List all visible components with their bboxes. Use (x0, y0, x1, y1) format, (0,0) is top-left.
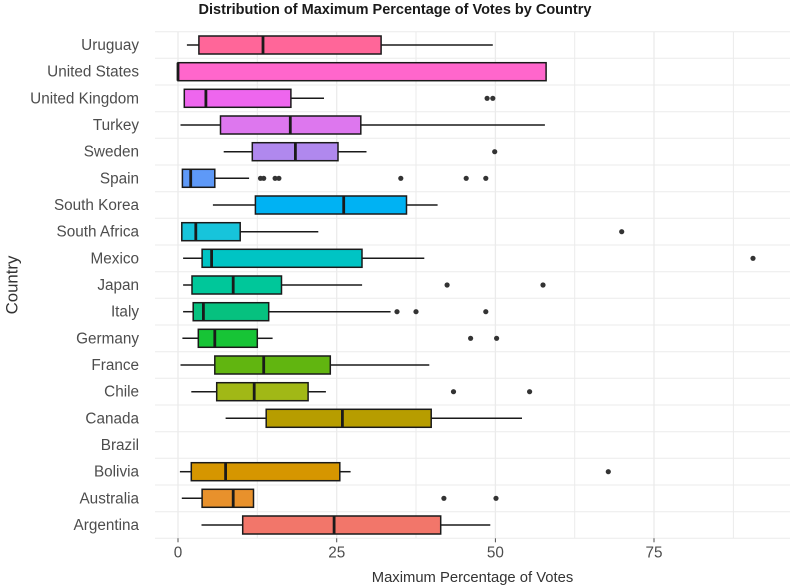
svg-text:Sweden: Sweden (84, 144, 139, 161)
svg-text:Canada: Canada (85, 410, 139, 427)
svg-text:75: 75 (645, 544, 662, 561)
svg-text:Chile: Chile (104, 384, 139, 401)
svg-text:Germany: Germany (76, 330, 139, 347)
svg-text:United Kingdom: United Kingdom (30, 90, 139, 107)
svg-text:Spain: Spain (100, 170, 139, 187)
svg-text:Japan: Japan (97, 277, 139, 294)
svg-text:0: 0 (174, 544, 183, 561)
svg-text:Brazil: Brazil (101, 437, 139, 454)
svg-text:Bolivia: Bolivia (94, 464, 140, 481)
svg-text:South Korea: South Korea (54, 197, 140, 214)
svg-text:25: 25 (328, 544, 345, 561)
svg-text:Argentina: Argentina (74, 517, 140, 534)
svg-text:France: France (91, 357, 139, 374)
svg-text:United States: United States (47, 64, 139, 81)
svg-text:50: 50 (487, 544, 504, 561)
svg-text:Italy: Italy (111, 304, 139, 321)
svg-text:Mexico: Mexico (91, 250, 139, 267)
svg-text:South Africa: South Africa (57, 224, 140, 241)
svg-text:Turkey: Turkey (93, 117, 140, 134)
svg-text:Uruguay: Uruguay (81, 37, 139, 54)
svg-text:Australia: Australia (79, 490, 139, 507)
